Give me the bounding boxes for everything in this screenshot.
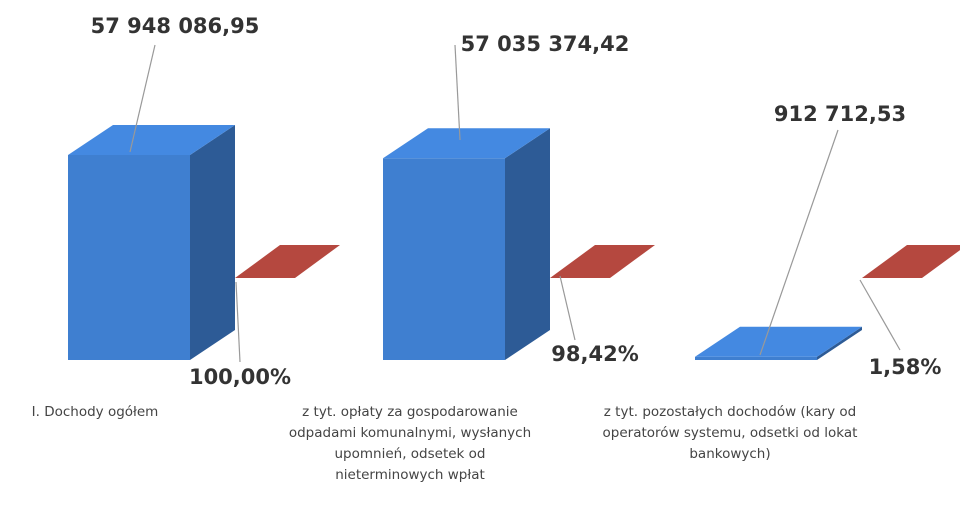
bar xyxy=(383,128,550,360)
data-label: 1,58% xyxy=(869,355,942,379)
leader-line xyxy=(454,44,461,141)
category-label: z tyt. opłaty za gospodarowanie odpadami… xyxy=(288,404,532,483)
bar-front xyxy=(68,155,190,360)
bar-front xyxy=(695,356,817,360)
bar-top xyxy=(235,244,340,278)
category-label: I. Dochody ogółem xyxy=(31,404,159,420)
leader-line xyxy=(235,281,241,363)
bar-side xyxy=(295,244,340,278)
data-label: 912 712,53 xyxy=(774,102,906,126)
bar xyxy=(235,244,340,278)
bar xyxy=(695,326,862,360)
bar-side xyxy=(817,326,862,360)
data-label: 57 035 374,42 xyxy=(461,32,630,56)
bar-top xyxy=(862,245,960,278)
data-label: 57 948 086,95 xyxy=(91,14,260,38)
leader-line xyxy=(859,279,901,351)
bar-side xyxy=(505,128,550,360)
bar-top xyxy=(550,244,655,278)
bar-side xyxy=(610,244,655,278)
bar xyxy=(68,125,235,360)
leader-line xyxy=(759,129,839,356)
bar-top xyxy=(68,125,235,155)
bar-top xyxy=(695,326,862,357)
leader-line xyxy=(129,44,156,153)
data-label: 100,00% xyxy=(189,365,291,389)
bar-top xyxy=(383,128,550,159)
category-label: z tyt. pozostałych dochodów (kary od ope… xyxy=(602,404,858,462)
leader-line xyxy=(559,275,576,341)
bar xyxy=(862,245,960,278)
data-label: 98,42% xyxy=(551,342,638,366)
bar-side xyxy=(190,125,235,360)
bar xyxy=(550,244,655,278)
bar-front xyxy=(383,158,505,360)
